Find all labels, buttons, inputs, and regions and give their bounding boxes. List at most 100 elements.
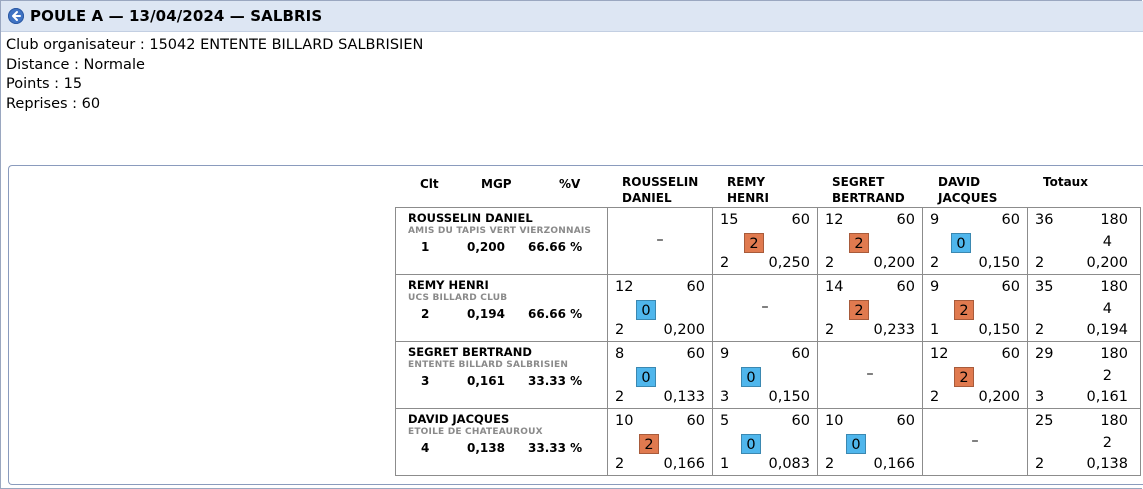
match-reprises: 60 (1001, 212, 1020, 228)
match-points-badge: 0 (951, 233, 971, 253)
player-cell: ROUSSELIN DANIEL AMIS DU TAPIS VERT VIERZ… (395, 207, 608, 275)
player-club: ETOILE DE CHATEAUROUX (408, 427, 543, 437)
match-reprises: 60 (791, 413, 810, 429)
match-cell: 8 60 0 2 0,133 (607, 341, 713, 409)
total-average: 0,200 (1086, 255, 1128, 271)
total-match-points: 2 (1102, 435, 1112, 451)
results-panel (8, 165, 1143, 485)
total-serie: 2 (1035, 255, 1045, 271)
total-average: 0,194 (1086, 322, 1128, 338)
match-reprises: 60 (686, 279, 705, 295)
match-points-badge: 0 (636, 300, 656, 320)
match-points-badge: 0 (846, 434, 866, 454)
player-mgp: 0,200 (467, 240, 505, 254)
player-name: REMY HENRI (408, 278, 489, 292)
match-reprises: 60 (686, 346, 705, 362)
header-opponent-4: DAVID JACQUES (938, 175, 998, 205)
match-reprises: 60 (791, 346, 810, 362)
back-arrow-icon[interactable] (8, 8, 24, 24)
match-serie: 2 (930, 389, 940, 405)
header-opponent-2: REMY HENRI (727, 175, 769, 205)
total-points: 36 (1035, 212, 1054, 228)
header-totaux: Totaux (1043, 175, 1088, 189)
title-bar: POULE A — 13/04/2024 — SALBRIS (1, 1, 1143, 32)
no-match-dash: – (656, 232, 664, 248)
total-match-points: 4 (1102, 234, 1112, 250)
match-cell: 9 60 0 3 0,150 (712, 341, 818, 409)
player-mgp: 0,138 (467, 441, 505, 455)
total-reprises: 180 (1100, 212, 1128, 228)
player-rank: 1 (421, 240, 430, 254)
match-points-badge: 2 (639, 434, 659, 454)
no-match-dash: – (866, 366, 874, 382)
match-average: 0,133 (663, 389, 705, 405)
total-serie: 3 (1035, 389, 1045, 405)
match-points-badge: 0 (741, 434, 761, 454)
info-organizer: Club organisateur : 15042 ENTENTE BILLAR… (6, 37, 424, 53)
match-points: 10 (825, 413, 844, 429)
total-average: 0,138 (1086, 456, 1128, 472)
player-name: DAVID JACQUES (408, 412, 510, 426)
player-cell: SEGRET BERTRAND ENTENTE BILLARD SALBRISIE… (395, 341, 608, 409)
match-points-badge: 2 (744, 233, 764, 253)
match-average: 0,083 (768, 456, 810, 472)
match-cell: 12 60 2 2 0,200 (817, 207, 923, 275)
total-serie: 2 (1035, 322, 1045, 338)
player-rank: 4 (421, 441, 430, 455)
match-cell: 12 60 0 2 0,200 (607, 274, 713, 342)
match-serie: 2 (720, 255, 730, 271)
match-average: 0,200 (663, 322, 705, 338)
player-win-percent: 33.33 % (528, 374, 583, 388)
player-club: ENTENTE BILLARD SALBRISIEN (408, 360, 569, 370)
self-match-cell: – (817, 341, 923, 409)
header-clt: Clt (420, 177, 439, 191)
self-match-cell: – (712, 274, 818, 342)
info-reprises: Reprises : 60 (6, 95, 101, 112)
match-cell: 12 60 2 2 0,200 (922, 341, 1028, 409)
match-average: 0,200 (873, 255, 915, 271)
player-cell: REMY HENRI UCS BILLARD CLUB 2 0,194 66.66 % (395, 274, 608, 342)
match-cell: 9 60 2 1 0,150 (922, 274, 1028, 342)
totals-cell: 35 180 4 2 0,194 (1027, 274, 1141, 342)
match-points-badge: 0 (741, 367, 761, 387)
totals-cell: 36 180 4 2 0,200 (1027, 207, 1141, 275)
match-points-badge: 2 (954, 367, 974, 387)
match-points-badge: 0 (636, 367, 656, 387)
match-serie: 2 (615, 456, 625, 472)
match-cell: 10 60 0 2 0,166 (817, 408, 923, 476)
no-match-dash: – (761, 299, 769, 315)
match-average: 0,250 (768, 255, 810, 271)
match-average: 0,200 (978, 389, 1020, 405)
match-average: 0,166 (663, 456, 705, 472)
player-cell: DAVID JACQUES ETOILE DE CHATEAUROUX 4 0,138… (395, 408, 608, 476)
match-serie: 2 (825, 456, 835, 472)
player-win-percent: 33.33 % (528, 441, 583, 455)
player-mgp: 0,161 (467, 374, 505, 388)
player-club: AMIS DU TAPIS VERT VIERZONNAIS (408, 226, 592, 236)
match-points: 12 (825, 212, 844, 228)
match-reprises: 60 (1001, 279, 1020, 295)
match-serie: 3 (720, 389, 730, 405)
match-cell: 9 60 0 2 0,150 (922, 207, 1028, 275)
table-row: DAVID JACQUES ETOILE DE CHATEAUROUX 4 0,138… (395, 408, 1141, 476)
table-row: SEGRET BERTRAND ENTENTE BILLARD SALBRISIE… (395, 341, 1141, 409)
header-pv: %V (559, 177, 581, 191)
match-average: 0,150 (978, 255, 1020, 271)
page-title: POULE A — 13/04/2024 — SALBRIS (30, 7, 323, 25)
player-name: ROUSSELIN DANIEL (408, 211, 533, 225)
player-mgp: 0,194 (467, 307, 505, 321)
self-match-cell: – (607, 207, 713, 275)
match-points: 9 (720, 346, 730, 362)
header-mgp: MGP (481, 177, 512, 191)
match-reprises: 60 (896, 212, 915, 228)
match-points-badge: 2 (954, 300, 974, 320)
player-rank: 3 (421, 374, 430, 388)
match-points-badge: 2 (849, 233, 869, 253)
total-points: 29 (1035, 346, 1054, 362)
total-match-points: 2 (1102, 368, 1112, 384)
match-cell: 14 60 2 2 0,233 (817, 274, 923, 342)
match-cell: 10 60 2 2 0,166 (607, 408, 713, 476)
match-points: 5 (720, 413, 730, 429)
no-match-dash: – (971, 433, 979, 449)
player-name: SEGRET BERTRAND (408, 345, 532, 359)
